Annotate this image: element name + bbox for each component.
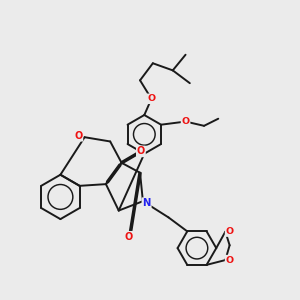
- Text: O: O: [226, 256, 234, 265]
- Text: O: O: [74, 131, 82, 141]
- Text: O: O: [137, 146, 145, 156]
- Text: N: N: [142, 198, 151, 208]
- Text: O: O: [226, 227, 234, 236]
- Text: O: O: [182, 117, 190, 126]
- Text: O: O: [147, 94, 155, 103]
- Text: O: O: [124, 232, 133, 242]
